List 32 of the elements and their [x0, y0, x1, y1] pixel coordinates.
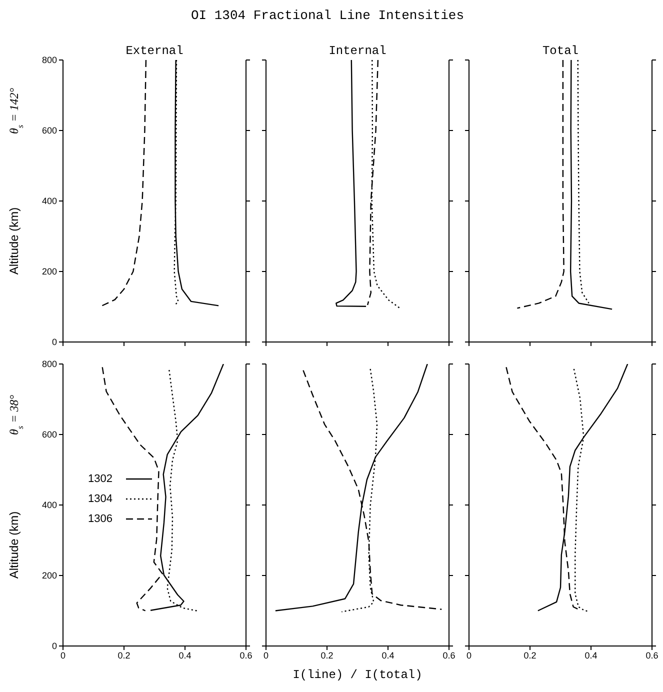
x-tick-label: 0 [466, 650, 472, 660]
y-tick-label: 200 [42, 570, 57, 581]
x-tick-label: 0 [263, 650, 269, 660]
x-tick-label: 0 [60, 650, 66, 660]
y-tick-label: 800 [42, 359, 57, 370]
chart-title: External [126, 44, 184, 58]
x-tick-label: 0.6 [646, 650, 658, 660]
legend-label: 1306 [88, 513, 114, 525]
legend-label: 1302 [88, 473, 114, 485]
y-tick-label: 600 [42, 126, 57, 136]
x-tick-label: 0.2 [118, 650, 130, 660]
x-axis-title: I(line) / I(total) [292, 668, 424, 682]
y-tick-label: 400 [42, 196, 57, 206]
y-tick-label: 400 [42, 500, 57, 510]
chart-title: Internal [328, 44, 386, 58]
x-tick-label: 0.2 [524, 650, 536, 660]
legend-label: 1304 [88, 493, 114, 505]
y-tick-label: 0 [52, 641, 57, 652]
x-tick-label: 0.6 [240, 650, 252, 660]
text: OI 1304 Fractional Line Intensities [190, 8, 466, 23]
y-tick-label: 200 [42, 266, 57, 277]
y-tick-label: 600 [42, 430, 57, 440]
x-tick-label: 0.2 [320, 650, 334, 660]
x-tick-label: 0.4 [382, 650, 394, 660]
y-axis-title: Altitude (km) [7, 207, 21, 275]
y-tick-label: 0 [52, 337, 57, 348]
y-axis-title: Altitude (km) [7, 511, 21, 579]
x-tick-label: 0.6 [442, 650, 456, 660]
x-tick-label: 0.4 [584, 650, 598, 660]
y-tick-label: 800 [42, 55, 57, 66]
x-tick-label: 0.4 [178, 650, 192, 660]
chart-title: Total [542, 44, 579, 58]
